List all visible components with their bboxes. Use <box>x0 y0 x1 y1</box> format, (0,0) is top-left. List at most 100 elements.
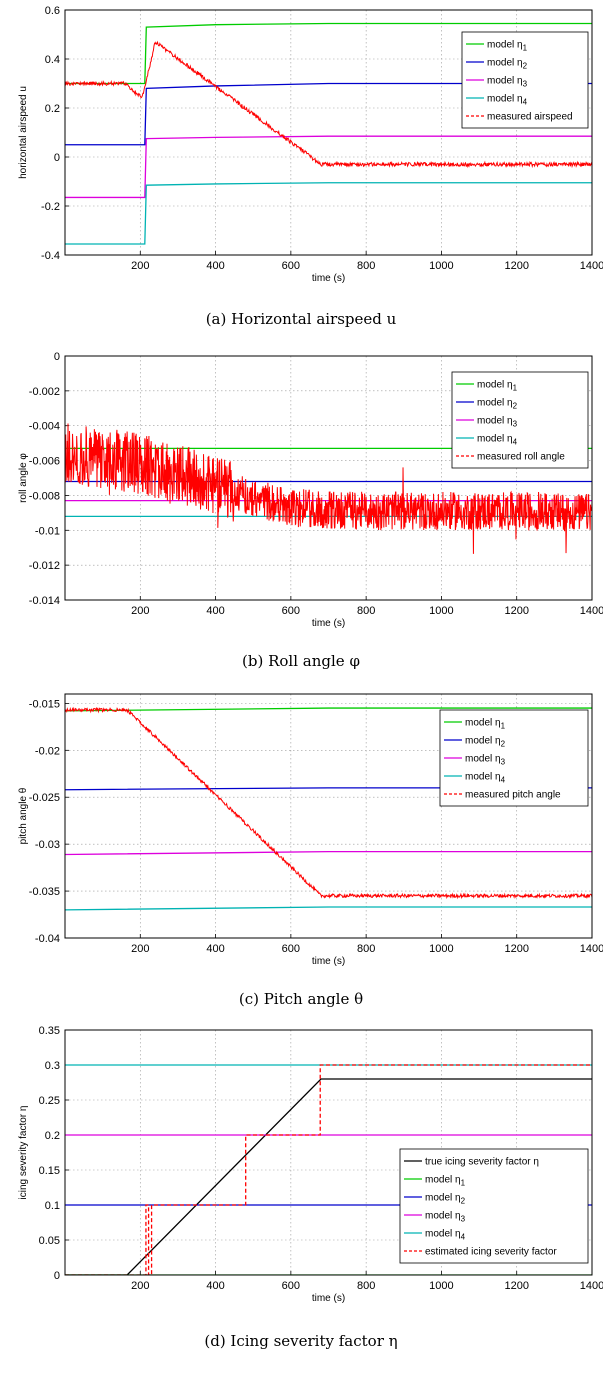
y-tick-label: -0.002 <box>29 386 60 398</box>
y-tick-label: -0.004 <box>29 421 60 433</box>
series-line-model-2 <box>65 82 592 146</box>
y-tick-label: -0.2 <box>41 201 60 213</box>
chart-panel-4: 200 400 600 800 1000 1200 1400 0 0.05 0.1 0.15 0.2 0… <box>18 1025 603 1350</box>
legend-label: estimated icing severity factor <box>425 1247 557 1258</box>
legend-box <box>451 371 589 469</box>
y-tick-label: 0.3 <box>45 1060 60 1072</box>
y-tick-label: 0.2 <box>45 1130 60 1142</box>
y-tick-label: -0.035 <box>29 886 60 898</box>
x-tick-label: 1200 <box>504 1280 528 1292</box>
x-tick-label: 600 <box>282 605 300 617</box>
series-line-model-1 <box>65 22 592 85</box>
x-tick-label: 1000 <box>429 260 453 272</box>
x-tick-label: 1400 <box>580 943 603 955</box>
axes-frame <box>64 693 593 939</box>
legend-label: model η4 <box>487 94 528 107</box>
x-tick-label: 600 <box>282 260 300 272</box>
x-axis-label: time (s) <box>312 618 345 629</box>
series-line-model-3 <box>65 135 592 199</box>
x-tick-label: 200 <box>131 943 149 955</box>
x-tick-label: 1200 <box>504 260 528 272</box>
legend-label: model η3 <box>465 754 506 767</box>
legend-label: model η2 <box>425 1193 466 1206</box>
legend-label: model η1 <box>487 40 528 53</box>
series-line-model-3 <box>65 851 592 856</box>
legend-label: measured airspeed <box>487 112 573 123</box>
y-tick-label: -0.008 <box>29 490 60 502</box>
chart-panel-2: 200 400 600 800 1000 1200 1400 -0.014 -0.012 -0.0… <box>18 351 603 670</box>
y-tick-label: -0.015 <box>29 698 60 710</box>
x-tick-label: 1400 <box>580 605 603 617</box>
x-tick-label: 1400 <box>580 260 603 272</box>
legend-label: model η1 <box>465 718 506 731</box>
series-line-model-4 <box>65 182 592 245</box>
x-tick-label: 800 <box>357 260 375 272</box>
figure-caption: (a) Horizontal airspeed u <box>206 310 397 328</box>
legend: model η1 model η2 model η3 model η4 measured… <box>451 371 589 469</box>
legend-label: model η1 <box>477 380 518 393</box>
y-axis-label: icing severity factor η <box>18 1106 29 1200</box>
y-tick-label: 0.6 <box>45 5 60 17</box>
series-line-estimated-icing-severity-factor <box>65 1064 592 1275</box>
y-tick-label: 0.05 <box>39 1235 60 1247</box>
x-tick-label: 200 <box>131 260 149 272</box>
chart-panel-3: 200 400 600 800 1000 1200 1400 -0.04 -0.035 -0.03… <box>18 693 603 1008</box>
x-tick-label: 400 <box>206 605 224 617</box>
x-tick-label: 600 <box>282 943 300 955</box>
legend-label: model η2 <box>465 736 506 749</box>
x-tick-label: 400 <box>206 1280 224 1292</box>
legend-label: measured pitch angle <box>465 790 561 801</box>
y-tick-label: -0.4 <box>41 250 60 262</box>
y-tick-label: -0.03 <box>35 839 60 851</box>
x-tick-label: 1200 <box>504 943 528 955</box>
x-tick-label: 200 <box>131 1280 149 1292</box>
legend-label: model η2 <box>487 58 528 71</box>
legend-label: model η3 <box>477 416 518 429</box>
y-tick-label: 0.1 <box>45 1200 60 1212</box>
series-line-measured-pitch-angle <box>65 706 592 900</box>
legend-label: model η1 <box>425 1175 466 1188</box>
y-tick-label: 0 <box>54 1270 60 1282</box>
series-group <box>65 22 592 245</box>
series-line-measured-roll-angle <box>65 423 592 554</box>
y-tick-label: -0.04 <box>35 933 60 945</box>
x-tick-label: 800 <box>357 1280 375 1292</box>
y-tick-label: 0.25 <box>39 1095 60 1107</box>
legend-box <box>399 1148 589 1264</box>
legend-label: model η3 <box>487 76 528 89</box>
y-tick-label: 0 <box>54 351 60 363</box>
y-tick-label: -0.02 <box>35 745 60 757</box>
legend: model η1 model η2 model η3 model η4 measured… <box>461 31 589 129</box>
legend-label: model η4 <box>465 772 506 785</box>
figure-caption: (b) Roll angle φ <box>242 652 360 670</box>
x-tick-label: 1000 <box>429 1280 453 1292</box>
x-tick-label: 1000 <box>429 943 453 955</box>
x-tick-label: 400 <box>206 943 224 955</box>
legend: model η1 model η2 model η3 model η4 measured… <box>439 709 589 807</box>
legend-label: model η3 <box>425 1211 466 1224</box>
series-line-model-1 <box>65 707 592 712</box>
legend-label: measured roll angle <box>477 452 565 463</box>
legend-label: model η4 <box>425 1229 466 1242</box>
series-group <box>65 1064 592 1275</box>
x-tick-label: 1400 <box>580 1280 603 1292</box>
y-axis-label: horizontal airspeed u <box>18 86 29 179</box>
y-tick-label: 0.2 <box>45 103 60 115</box>
x-tick-label: 600 <box>282 1280 300 1292</box>
legend: true icing severity factor η model η1 mode… <box>399 1148 589 1264</box>
figure-caption: (c) Pitch angle θ <box>239 990 363 1008</box>
y-tick-label: -0.014 <box>29 595 60 607</box>
x-tick-label: 200 <box>131 605 149 617</box>
x-tick-label: 1000 <box>429 605 453 617</box>
series-line-model-4 <box>65 906 592 911</box>
x-tick-label: 1200 <box>504 605 528 617</box>
y-tick-label: 0.4 <box>45 54 60 66</box>
series-line-measured-airspeed <box>65 40 592 169</box>
axes-frame <box>64 1029 593 1276</box>
y-tick-label: 0.35 <box>39 1025 60 1037</box>
y-tick-label: -0.01 <box>35 525 60 537</box>
x-axis-label: time (s) <box>312 1293 345 1304</box>
y-tick-label: 0.15 <box>39 1165 60 1177</box>
legend-label: true icing severity factor η <box>425 1157 539 1168</box>
